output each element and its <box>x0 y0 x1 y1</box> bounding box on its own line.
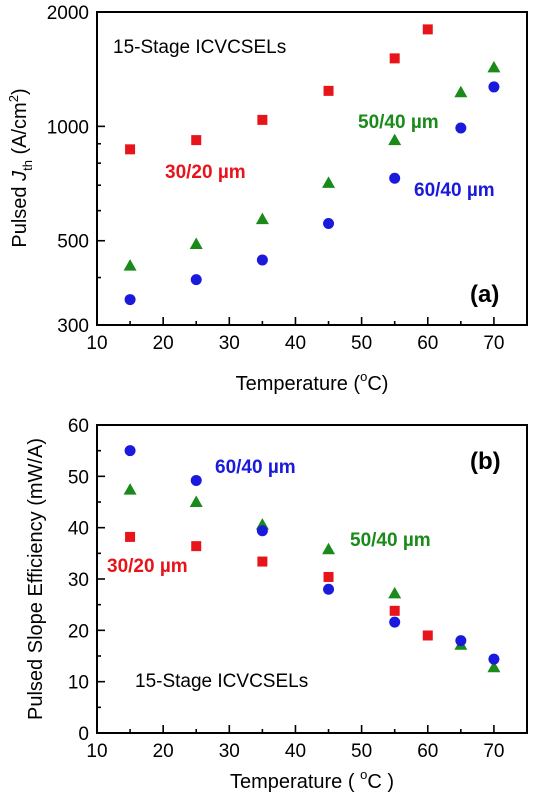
data-point-square <box>323 85 334 96</box>
ticks-a: 10 20 30 40 50 60 70 300 500 1000 2000 <box>47 3 505 354</box>
y-tick-label-b-50: 50 <box>68 467 89 488</box>
data-point-square <box>257 114 268 125</box>
data-point-circle <box>488 81 500 93</box>
data-point-square <box>422 630 433 641</box>
data-point-circle <box>389 616 401 628</box>
data-point-circle <box>455 635 467 647</box>
data-point-triangle <box>388 586 402 599</box>
series-label-60-40-b: 60/40 µm <box>215 457 296 478</box>
plot-frame-a <box>96 11 528 326</box>
y-tick-label-b-10: 10 <box>68 673 89 694</box>
y-tick-label-b-20: 20 <box>68 621 89 642</box>
x-tick-label-a-50: 50 <box>351 333 372 354</box>
data-point-triangle <box>123 259 137 271</box>
x-tick-label-a-20: 20 <box>153 333 174 354</box>
x-tick-label-b-60: 60 <box>417 741 438 762</box>
x-tick-label-b-30: 30 <box>219 741 240 762</box>
data-point-triangle <box>255 212 269 225</box>
data-marks-a <box>123 24 501 306</box>
panel-label-b: (b) <box>470 448 501 475</box>
data-point-circle <box>488 653 500 665</box>
y-tick-label-b-30: 30 <box>68 570 89 591</box>
series-label-50-40-b: 50/40 µm <box>350 530 431 551</box>
data-point-circle <box>256 525 268 537</box>
y-axis-label-a: Pulsed Jth (A/cm2) <box>6 88 35 247</box>
x-tick-label-a-60: 60 <box>417 333 438 354</box>
data-point-circle <box>455 122 467 134</box>
x-tick-label-a-70: 70 <box>483 333 504 354</box>
data-point-circle <box>124 294 136 306</box>
y-tick-label-b-0: 0 <box>78 724 89 745</box>
data-point-square <box>257 556 268 567</box>
data-point-square <box>191 541 202 552</box>
x-axis-label-b: Temperature ( oC ) <box>230 767 394 793</box>
x-tick-label-a-40: 40 <box>285 333 306 354</box>
data-point-square <box>125 144 136 155</box>
data-point-square <box>191 135 202 146</box>
y-tick-label-a-2000: 2000 <box>47 3 89 24</box>
y-tick-label-a-500: 500 <box>57 232 89 253</box>
data-point-triangle <box>189 237 203 250</box>
x-tick-label-a-30: 30 <box>219 333 240 354</box>
panel-a-jth-chart: 10 20 30 40 50 60 70 300 500 1000 2000 15-Stage IC… <box>6 3 528 395</box>
data-point-triangle <box>322 542 336 555</box>
y-tick-label-b-60: 60 <box>68 416 89 437</box>
data-point-triangle <box>487 60 501 73</box>
series-label-30-20-a: 30/20 µm <box>165 162 246 183</box>
x-tick-label-b-70: 70 <box>483 741 504 762</box>
data-point-square <box>323 571 334 582</box>
data-point-triangle <box>454 85 468 98</box>
data-point-square <box>125 531 136 542</box>
data-point-square <box>422 24 433 35</box>
data-point-triangle <box>123 483 137 495</box>
chart-annotation-b: 15-Stage ICVCSELs <box>135 671 308 692</box>
series-label-50-40-a: 50/40 µm <box>358 112 439 133</box>
data-marks-b <box>123 445 501 673</box>
data-point-circle <box>190 274 202 286</box>
data-point-triangle <box>189 495 203 507</box>
x-tick-label-b-20: 20 <box>153 741 174 762</box>
x-tick-label-b-10: 10 <box>86 741 107 762</box>
data-point-triangle <box>322 176 336 188</box>
chart-annotation-a: 15-Stage ICVCSELs <box>113 37 286 58</box>
y-tick-label-b-40: 40 <box>68 519 89 540</box>
x-tick-label-b-50: 50 <box>351 741 372 762</box>
data-point-circle <box>124 445 136 457</box>
x-axis-label-a: Temperature (oC) <box>236 369 389 395</box>
data-point-circle <box>323 583 335 595</box>
data-point-triangle <box>388 133 402 146</box>
series-label-60-40-a: 60/40 µm <box>414 180 495 201</box>
data-point-circle <box>256 254 268 266</box>
data-point-circle <box>323 218 335 230</box>
data-point-square <box>389 53 400 64</box>
x-tick-label-a-10: 10 <box>86 333 107 354</box>
data-point-square <box>389 605 400 616</box>
panel-label-a: (a) <box>470 281 499 308</box>
data-point-circle <box>389 172 401 184</box>
data-point-circle <box>190 474 202 486</box>
series-label-30-20-b: 30/20 µm <box>107 556 188 577</box>
data-point-triangle <box>487 660 501 673</box>
y-tick-label-a-300: 300 <box>57 316 89 337</box>
x-tick-label-b-40: 40 <box>285 741 306 762</box>
y-tick-label-a-1000: 1000 <box>47 117 89 138</box>
y-axis-label-b: Pulsed Slope Efficiency (mW/A) <box>25 438 47 720</box>
